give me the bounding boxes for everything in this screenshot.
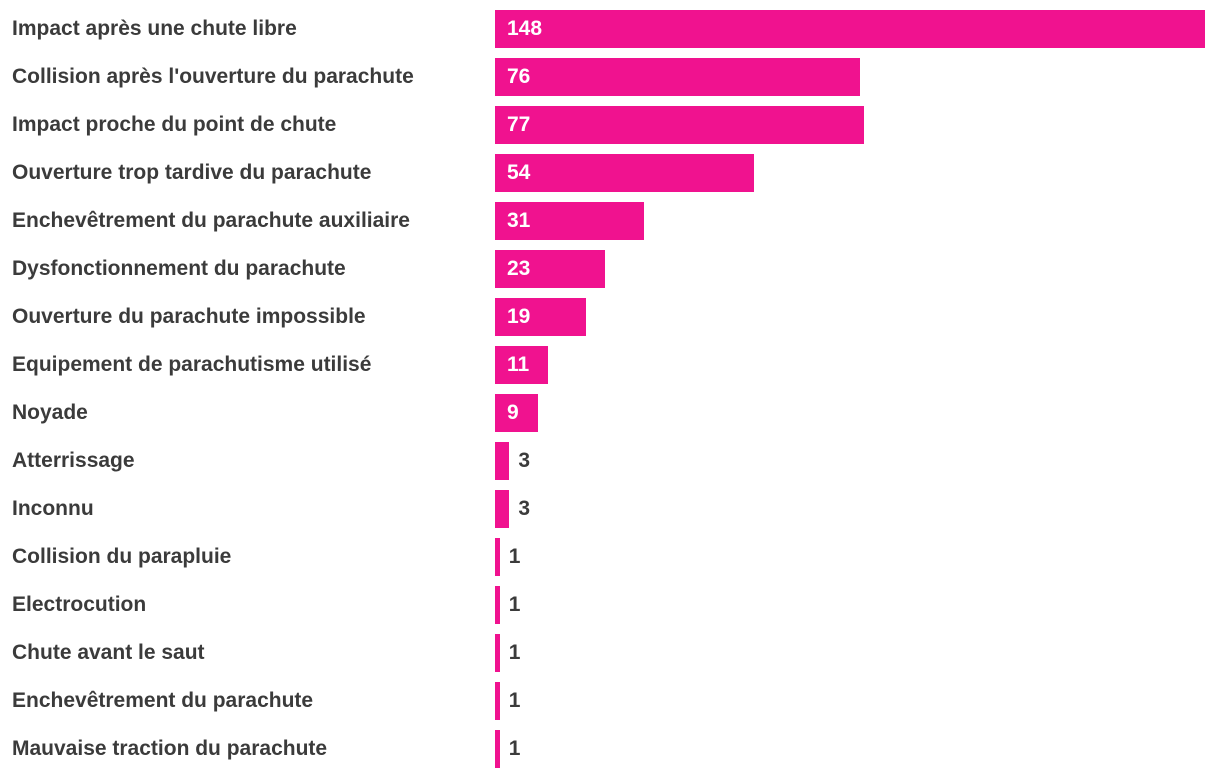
category-label: Ouverture du parachute impossible — [12, 305, 366, 328]
bar: 9 — [495, 394, 539, 432]
bar-track: 1 — [495, 538, 1220, 576]
chart-row: Chute avant le saut 1 — [0, 629, 1220, 677]
bar-track: 54 — [495, 154, 1220, 192]
bar-value-label: 54 — [507, 161, 531, 184]
chart-row: Collision du parapluie 1 — [0, 533, 1220, 581]
bar-value-label: 9 — [507, 401, 519, 424]
bar-value-label: 1 — [508, 737, 521, 760]
bar — [495, 730, 500, 768]
category-label: Chute avant le saut — [12, 641, 205, 664]
chart-row: Mauvaise traction du parachute 1 — [0, 725, 1220, 773]
bar: 11 — [495, 346, 548, 384]
bar-value-label: 3 — [518, 497, 531, 520]
bar — [495, 538, 500, 576]
bar-track: 1 — [495, 730, 1220, 768]
bar-value-label: 3 — [518, 449, 531, 472]
bar-track: 77 — [495, 106, 1220, 144]
bar — [495, 682, 500, 720]
chart-row: Enchevêtrement du parachute 1 — [0, 677, 1220, 725]
category-label: Equipement de parachutisme utilisé — [12, 353, 372, 376]
bar-value-label: 76 — [507, 65, 531, 88]
bar-track: 9 — [495, 394, 1220, 432]
bar-track: 3 — [495, 490, 1220, 528]
chart-row: Dysfonctionnement du parachute 23 — [0, 245, 1220, 293]
bar-track: 1 — [495, 586, 1220, 624]
bar-value-label: 77 — [507, 113, 531, 136]
category-label: Atterrissage — [12, 449, 135, 472]
bar — [495, 442, 510, 480]
bar-value-label: 19 — [507, 305, 531, 328]
bar-value-label: 1 — [508, 545, 521, 568]
chart-row: Noyade 9 — [0, 389, 1220, 437]
bar: 148 — [495, 10, 1205, 48]
bar: 23 — [495, 250, 606, 288]
bar — [495, 586, 500, 624]
bar-value-label: 1 — [508, 689, 521, 712]
bar-track: 11 — [495, 346, 1220, 384]
chart-row: Impact proche du point de chute 77 — [0, 101, 1220, 149]
bar-value-label: 1 — [508, 641, 521, 664]
bar-value-label: 23 — [507, 257, 531, 280]
category-label: Enchevêtrement du parachute — [12, 689, 314, 712]
bar-value-label: 1 — [508, 593, 521, 616]
chart-row: Collision après l'ouverture du parachute… — [0, 53, 1220, 101]
bar: 54 — [495, 154, 755, 192]
chart-row: Electrocution 1 — [0, 581, 1220, 629]
bar-value-label: 148 — [507, 17, 543, 40]
bar-track: 23 — [495, 250, 1220, 288]
chart-row: Inconnu 3 — [0, 485, 1220, 533]
bar-track: 19 — [495, 298, 1220, 336]
bar: 31 — [495, 202, 644, 240]
category-label: Impact après une chute libre — [12, 17, 297, 40]
bar: 19 — [495, 298, 587, 336]
category-label: Collision du parapluie — [12, 545, 232, 568]
category-label: Noyade — [12, 401, 88, 424]
bar: 77 — [495, 106, 865, 144]
chart-row: Impact après une chute libre 148 — [0, 5, 1220, 53]
chart-row: Ouverture du parachute impossible 19 — [0, 293, 1220, 341]
category-label: Inconnu — [12, 497, 94, 520]
category-label: Dysfonctionnement du parachute — [12, 257, 346, 280]
category-label: Mauvaise traction du parachute — [12, 737, 328, 760]
category-label: Enchevêtrement du parachute auxiliaire — [12, 209, 410, 232]
chart-row: Equipement de parachutisme utilisé 11 — [0, 341, 1220, 389]
bar-track: 31 — [495, 202, 1220, 240]
category-label: Ouverture trop tardive du parachute — [12, 161, 372, 184]
bar — [495, 634, 500, 672]
bar-track: 76 — [495, 58, 1220, 96]
chart-row: Enchevêtrement du parachute auxiliaire 3… — [0, 197, 1220, 245]
bar-track: 1 — [495, 634, 1220, 672]
bar-track: 3 — [495, 442, 1220, 480]
bar-value-label: 11 — [507, 353, 530, 376]
chart-row: Ouverture trop tardive du parachute 54 — [0, 149, 1220, 197]
bar-track: 148 — [495, 10, 1220, 48]
chart-row: Atterrissage 3 — [0, 437, 1220, 485]
category-label: Impact proche du point de chute — [12, 113, 337, 136]
bar-track: 1 — [495, 682, 1220, 720]
category-label: Collision après l'ouverture du parachute — [12, 65, 414, 88]
bar-value-label: 31 — [507, 209, 531, 232]
category-label: Electrocution — [12, 593, 147, 616]
bar — [495, 490, 510, 528]
bar: 76 — [495, 58, 860, 96]
